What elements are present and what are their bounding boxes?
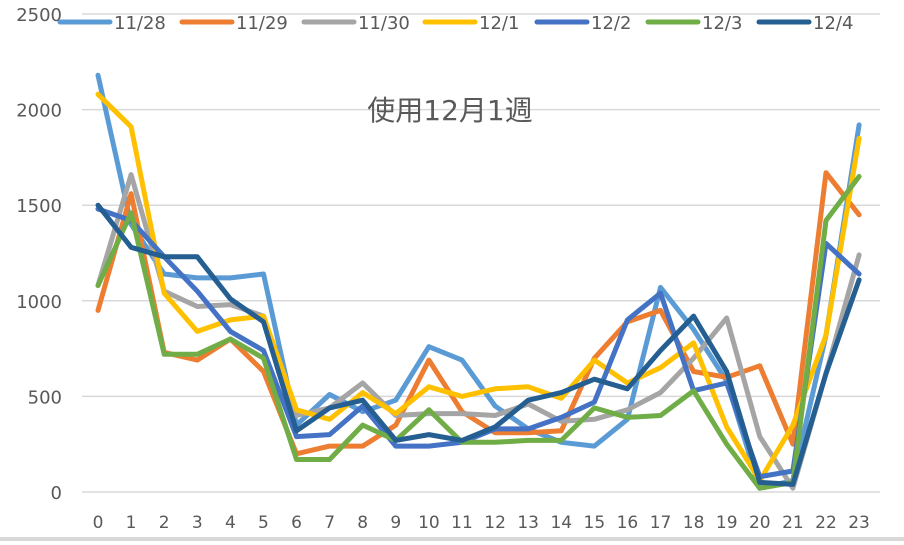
x-tick-label: 12 bbox=[484, 513, 506, 533]
legend-item: 12/4 bbox=[756, 13, 853, 34]
x-tick-label: 10 bbox=[418, 513, 440, 533]
legend-label: 12/2 bbox=[591, 13, 631, 34]
plot-area bbox=[95, 72, 862, 491]
legend-label: 11/28 bbox=[114, 13, 166, 34]
x-tick-label: 22 bbox=[815, 513, 837, 533]
x-tick-label: 11 bbox=[451, 513, 473, 533]
x-tick-label: 7 bbox=[324, 513, 335, 533]
series-line-11-29 bbox=[95, 170, 862, 457]
chart-bottom-border bbox=[0, 537, 904, 541]
legend: 11/28 11/29 11/30 12/1 12/2 12/3 12/4 bbox=[57, 13, 853, 34]
x-tick-label: 20 bbox=[749, 513, 771, 533]
x-tick-label: 6 bbox=[291, 513, 302, 533]
legend-label: 11/29 bbox=[236, 13, 288, 34]
x-tick-label: 14 bbox=[550, 513, 572, 533]
legend-label: 12/4 bbox=[813, 13, 853, 34]
legend-item: 11/28 bbox=[57, 13, 166, 34]
legend-label: 12/3 bbox=[702, 13, 742, 34]
x-tick-label: 4 bbox=[225, 513, 236, 533]
y-tick-label: 500 bbox=[28, 387, 62, 408]
x-tick-label: 13 bbox=[517, 513, 539, 533]
x-tick-label: 23 bbox=[848, 513, 870, 533]
series-line-12-3 bbox=[95, 174, 862, 491]
x-tick-label: 0 bbox=[93, 513, 104, 533]
series-line-12-4 bbox=[95, 202, 862, 487]
y-tick-label: 1000 bbox=[16, 292, 62, 313]
x-tick-label: 9 bbox=[390, 513, 401, 533]
x-tick-label: 2 bbox=[159, 513, 170, 533]
y-tick-label: 2000 bbox=[16, 101, 62, 122]
gridlines bbox=[82, 13, 880, 493]
y-tick-label: 2500 bbox=[16, 5, 62, 26]
legend-label: 11/30 bbox=[358, 13, 410, 34]
legend-item: 12/3 bbox=[645, 13, 742, 34]
x-tick-label: 19 bbox=[716, 513, 738, 533]
series-line-11-30 bbox=[95, 172, 862, 491]
x-tick-label: 18 bbox=[683, 513, 705, 533]
y-tick-label: 0 bbox=[51, 483, 62, 504]
x-axis-tick-labels: 0 1 2 3 4 5 6 7 8 9 10 11 12 13 14 15 16 17 18 19 20 21 22 23 bbox=[93, 513, 870, 533]
legend-item: 12/2 bbox=[534, 13, 631, 34]
x-tick-label: 5 bbox=[258, 513, 269, 533]
x-tick-label: 1 bbox=[126, 513, 137, 533]
x-tick-label: 3 bbox=[192, 513, 203, 533]
x-tick-label: 21 bbox=[782, 513, 804, 533]
legend-item: 11/30 bbox=[301, 13, 410, 34]
chart-title: 使用12月1週 bbox=[367, 94, 532, 127]
x-tick-label: 16 bbox=[617, 513, 639, 533]
x-tick-label: 17 bbox=[650, 513, 672, 533]
legend-item: 11/29 bbox=[179, 13, 288, 34]
y-axis-tick-labels: 0 500 1000 1500 2000 2500 bbox=[16, 5, 62, 504]
x-tick-label: 15 bbox=[584, 513, 606, 533]
legend-item: 12/1 bbox=[422, 13, 519, 34]
x-tick-label: 8 bbox=[357, 513, 368, 533]
legend-label: 12/1 bbox=[479, 13, 519, 34]
y-tick-label: 1500 bbox=[16, 196, 62, 217]
